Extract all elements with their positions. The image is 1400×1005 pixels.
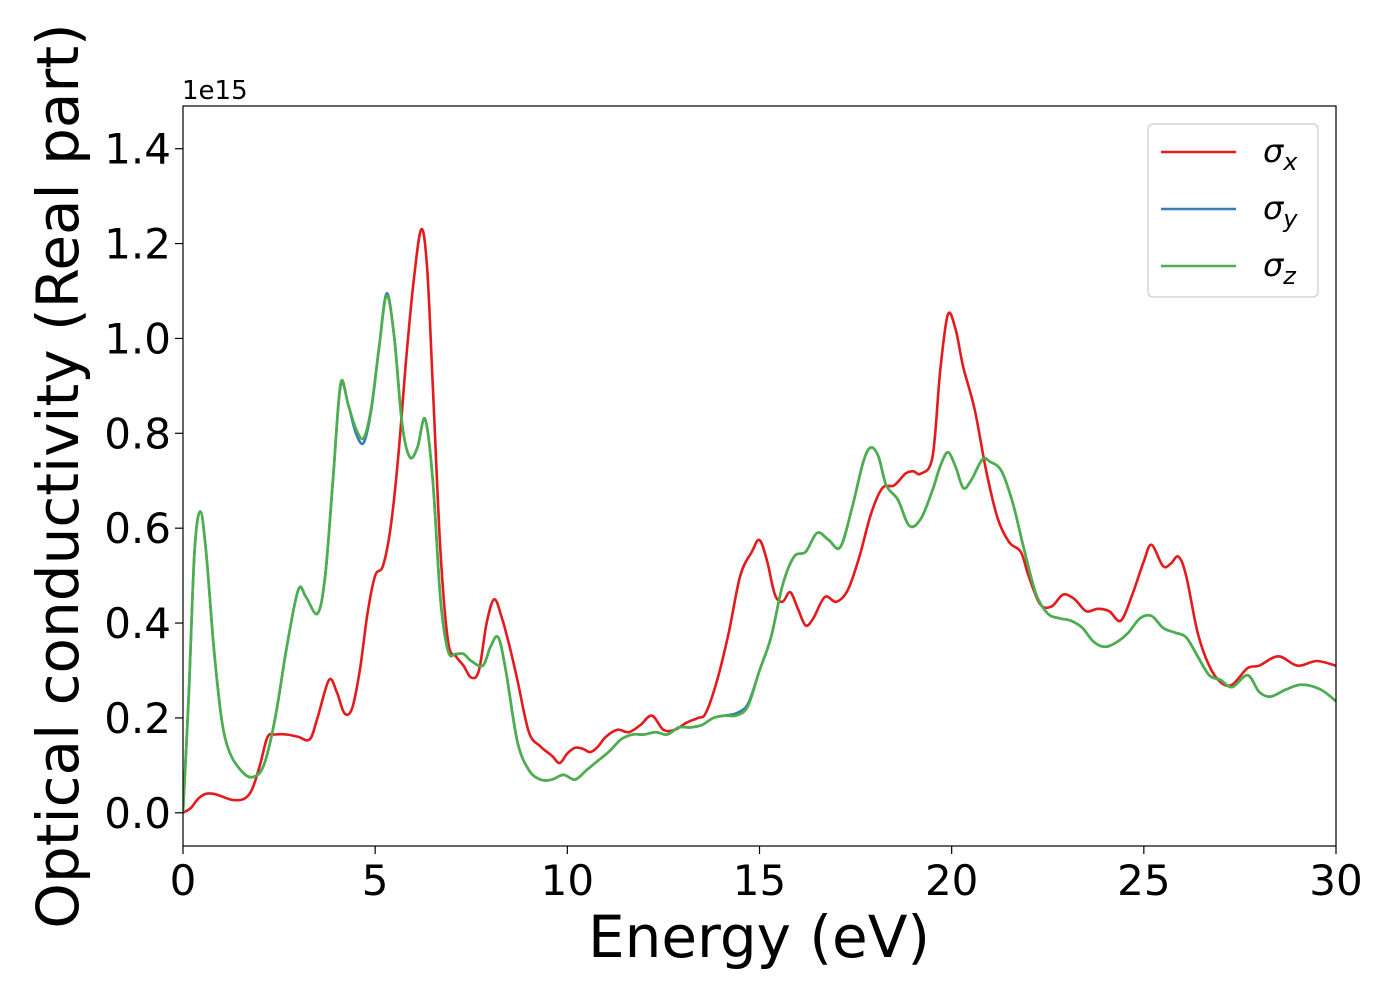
series-layer <box>183 227 1336 814</box>
legend: σx σy σz <box>1147 123 1319 298</box>
legend-label-y: σy <box>1263 189 1298 233</box>
y-tick-label: 0.4 <box>104 599 171 648</box>
y-tick-label: 0.8 <box>104 409 171 458</box>
series-line-x <box>183 227 1336 814</box>
y-tick-label: 1.4 <box>104 125 171 174</box>
series-line-y <box>183 292 1336 813</box>
x-tick-label: 0 <box>170 856 197 905</box>
legend-label-x: σx <box>1263 132 1298 176</box>
y-tick-label: 0.6 <box>104 504 171 553</box>
y-axis: 0.0 0.2 0.4 0.6 0.8 1.0 1.2 1.4 <box>104 125 183 838</box>
x-tick-label: 25 <box>1117 856 1170 905</box>
x-axis-label: Energy (eV) <box>588 903 930 971</box>
legend-label-z: σz <box>1263 246 1297 290</box>
x-tick-label: 10 <box>541 856 594 905</box>
x-tick-label: 20 <box>925 856 978 905</box>
x-tick-label: 15 <box>733 856 786 905</box>
y-tick-label: 1.0 <box>104 314 171 363</box>
x-axis: 0 5 10 15 20 25 30 <box>170 846 1363 905</box>
y-offset-label: 1e15 <box>182 76 248 106</box>
x-tick-label: 30 <box>1309 856 1362 905</box>
y-axis-label: Optical conductivity (Real part) <box>24 23 92 928</box>
series-line-z <box>183 294 1336 813</box>
y-tick-label: 0.2 <box>104 694 171 743</box>
y-tick-label: 1.2 <box>104 220 171 269</box>
x-tick-label: 5 <box>362 856 389 905</box>
legend-box <box>1147 123 1319 298</box>
y-tick-label: 0.0 <box>104 789 171 838</box>
